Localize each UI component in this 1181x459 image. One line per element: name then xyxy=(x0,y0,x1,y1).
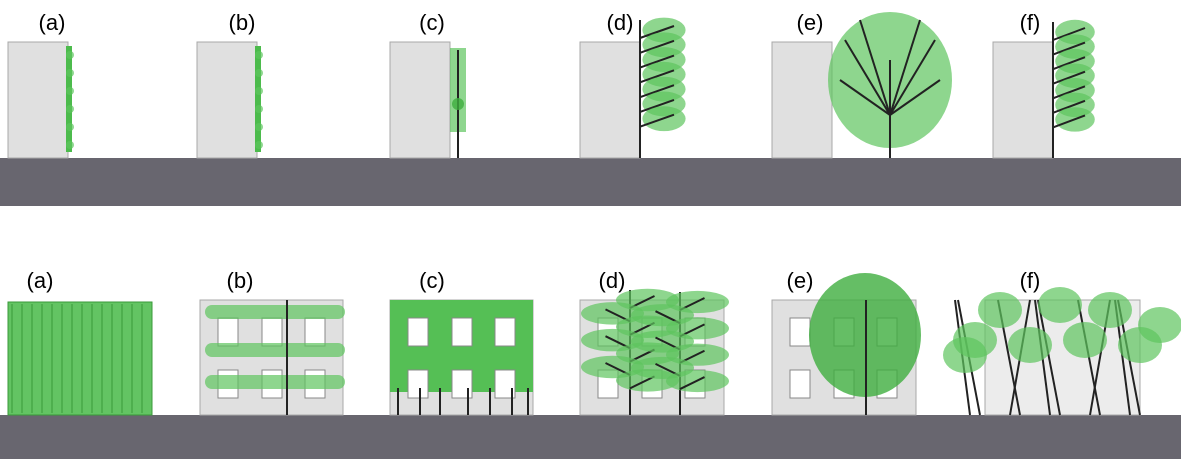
building xyxy=(993,42,1053,158)
panel-label: (b) xyxy=(227,268,254,293)
green-band xyxy=(205,375,345,389)
green-wall xyxy=(8,302,152,415)
green-facade xyxy=(255,46,261,152)
window xyxy=(305,318,325,346)
green-band xyxy=(205,305,345,319)
window xyxy=(790,318,810,346)
window xyxy=(408,318,428,346)
foliage xyxy=(255,141,263,149)
green-band xyxy=(205,343,345,357)
scene: (a) (b) (c) (d) (e) (f) (a) (b) (c) (d) (e) (f) xyxy=(0,0,1181,459)
panel-label: (f) xyxy=(1020,10,1041,35)
foliage xyxy=(1138,307,1181,343)
road xyxy=(0,158,1181,206)
building xyxy=(772,42,832,158)
building xyxy=(580,42,640,158)
foliage xyxy=(1038,287,1082,323)
foliage xyxy=(255,105,263,113)
foliage xyxy=(66,105,74,113)
foliage xyxy=(978,292,1022,328)
panel-label: (c) xyxy=(419,10,445,35)
building xyxy=(390,42,450,158)
foliage xyxy=(1063,322,1107,358)
building xyxy=(197,42,257,158)
road xyxy=(0,415,1181,459)
panel-label: (a) xyxy=(39,10,66,35)
panel-label: (d) xyxy=(607,10,634,35)
window xyxy=(218,318,238,346)
foliage xyxy=(255,123,263,131)
panel-label: (e) xyxy=(797,10,824,35)
window xyxy=(452,318,472,346)
foliage xyxy=(452,98,464,110)
window xyxy=(408,370,428,398)
foliage xyxy=(66,141,74,149)
foliage xyxy=(255,87,263,95)
panel-label: (a) xyxy=(27,268,54,293)
window xyxy=(495,318,515,346)
foliage xyxy=(66,87,74,95)
panel-label: (b) xyxy=(229,10,256,35)
foliage xyxy=(1008,327,1052,363)
foliage xyxy=(66,69,74,77)
building xyxy=(8,42,68,158)
foliage xyxy=(66,123,74,131)
green-facade xyxy=(66,46,72,152)
panel-label: (d) xyxy=(599,268,626,293)
panel-label: (f) xyxy=(1020,268,1041,293)
panel-label: (c) xyxy=(419,268,445,293)
window xyxy=(262,318,282,346)
foliage xyxy=(943,337,987,373)
foliage xyxy=(255,51,263,59)
window xyxy=(790,370,810,398)
panel-label: (e) xyxy=(787,268,814,293)
foliage xyxy=(1088,292,1132,328)
foliage xyxy=(255,69,263,77)
foliage xyxy=(66,51,74,59)
